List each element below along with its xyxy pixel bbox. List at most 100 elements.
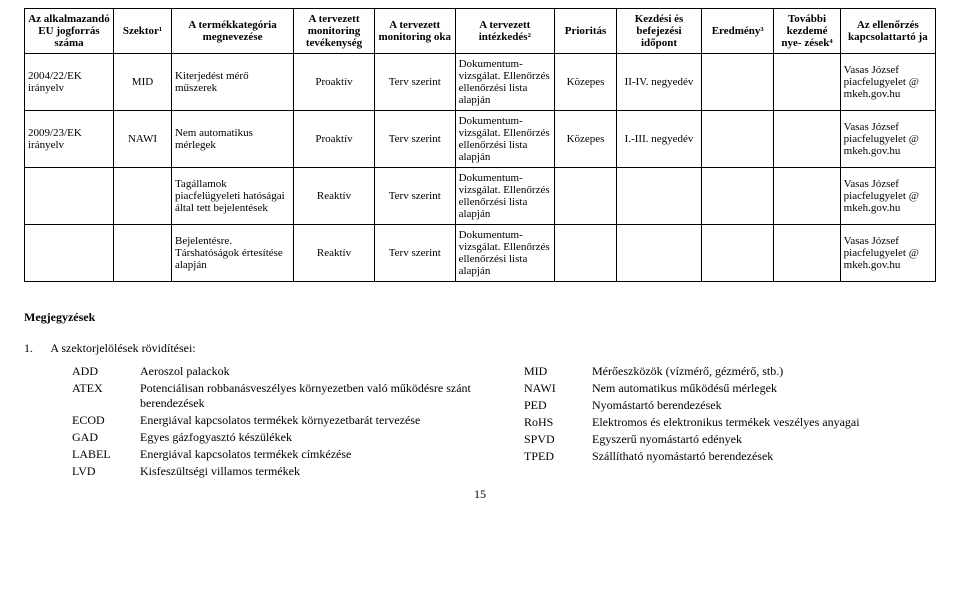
abbrev-code: LVD [72,464,128,479]
abbrev-code: RoHS [524,415,580,430]
abbrev-row: LVD Kisfeszültségi villamos termékek [72,464,484,479]
abbrev-row: PED Nyomástartó berendezések [524,398,936,413]
abbrev-code: LABEL [72,447,128,462]
table-cell: Terv szerint [374,225,455,282]
notes-intro: 1. A szektorjelölések rövidítései: [24,341,936,356]
table-cell: Kiterjedést mérő műszerek [171,54,293,111]
table-cell [554,168,616,225]
col-header: A tervezett monitoring tevékenység [294,9,375,54]
table-cell: I.-III. negyedév [617,111,702,168]
col-header: A termékkategória megnevezése [171,9,293,54]
table-cell [701,54,773,111]
abbrev-row: ADD Aeroszol palackok [72,364,484,379]
table-cell: Tagállamok piacfelügyeleti hatóságai ált… [171,168,293,225]
abbrev-desc: Mérőeszközök (vízmérő, gézmérő, stb.) [592,364,936,379]
table-cell [701,225,773,282]
abbrev-desc: Kisfeszültségi villamos termékek [140,464,484,479]
table-cell [701,168,773,225]
table-cell [617,168,702,225]
monitoring-table: Az alkalmazandó EU jogforrás számaSzekto… [24,8,936,282]
table-cell: Nem automatikus mérlegek [171,111,293,168]
table-cell [774,54,840,111]
table-cell: Dokumentum- vizsgálat. Ellenőrzés ellenő… [455,111,554,168]
table-row: 2009/23/EK irányelvNAWINem automatikus m… [25,111,936,168]
abbrev-row: ATEX Potenciálisan robbanásveszélyes körn… [72,381,484,411]
table-cell: Proaktív [294,111,375,168]
col-header: A tervezett intézkedés² [455,9,554,54]
table-header-row: Az alkalmazandó EU jogforrás számaSzekto… [25,9,936,54]
abbrev-desc: Nem automatikus működésű mérlegek [592,381,936,396]
table-row: 2004/22/EK irányelvMIDKiterjedést mérő m… [25,54,936,111]
notes-intro-text: A szektorjelölések rövidítései: [50,341,195,355]
abbrev-code: PED [524,398,580,413]
abbrev-row: SPVD Egyszerű nyomástartó edények [524,432,936,447]
col-header: A tervezett monitoring oka [374,9,455,54]
abbrev-col-right: MID Mérőeszközök (vízmérő, gézmérő, stb.)… [524,364,936,481]
abbrev-code: ECOD [72,413,128,428]
abbrev-row: MID Mérőeszközök (vízmérő, gézmérő, stb.) [524,364,936,379]
table-cell: Vasas József piacfelugyelet @ mkeh.gov.h… [840,54,935,111]
abbrev-columns: ADD Aeroszol palackok ATEX Potenciálisan ro… [72,364,936,481]
table-cell: II-IV. negyedév [617,54,702,111]
abbrev-code: ATEX [72,381,128,411]
abbrev-code: GAD [72,430,128,445]
table-cell: Bejelentésre. Társhatóságok értesítése a… [171,225,293,282]
table-cell: Dokumentum- vizsgálat. Ellenőrzés ellenő… [455,168,554,225]
table-cell [554,225,616,282]
table-cell: NAWI [114,111,172,168]
notes-heading: Megjegyzések [24,310,936,325]
table-cell: Dokumentum- vizsgálat. Ellenőrzés ellenő… [455,225,554,282]
abbrev-row: ECOD Energiával kapcsolatos termékek körn… [72,413,484,428]
abbrev-desc: Szállítható nyomástartó berendezések [592,449,936,464]
table-cell: Reaktív [294,168,375,225]
col-header: Eredmény³ [701,9,773,54]
abbrev-desc: Nyomástartó berendezések [592,398,936,413]
table-cell: MID [114,54,172,111]
abbrev-col-left: ADD Aeroszol palackok ATEX Potenciálisan ro… [72,364,484,481]
abbrev-row: TPED Szállítható nyomástartó berendezések [524,449,936,464]
table-cell: 2009/23/EK irányelv [25,111,114,168]
page-root: Az alkalmazandó EU jogforrás számaSzekto… [0,0,960,522]
page-number: 15 [24,487,936,502]
table-cell: Terv szerint [374,111,455,168]
abbrev-code: NAWI [524,381,580,396]
abbrev-row: RoHS Elektromos és elektronikus termékek … [524,415,936,430]
notes-intro-num: 1. [24,341,48,356]
table-cell [774,111,840,168]
col-header: Kezdési és befejezési időpont [617,9,702,54]
abbrev-desc: Aeroszol palackok [140,364,484,379]
col-header: További kezdemé nye- zések⁴ [774,9,840,54]
table-cell: Közepes [554,111,616,168]
table-row: Bejelentésre. Társhatóságok értesítése a… [25,225,936,282]
abbrev-desc: Energiával kapcsolatos termékek környeze… [140,413,484,428]
table-cell [25,225,114,282]
abbrev-row: GAD Egyes gázfogyasztó készülékek [72,430,484,445]
abbrev-desc: Energiával kapcsolatos termékek címkézés… [140,447,484,462]
table-cell [701,111,773,168]
col-header: Szektor¹ [114,9,172,54]
table-cell: Terv szerint [374,168,455,225]
table-cell [25,168,114,225]
abbrev-desc: Elektromos és elektronikus termékek vesz… [592,415,936,430]
table-cell [114,225,172,282]
abbrev-code: SPVD [524,432,580,447]
abbrev-desc: Egyszerű nyomástartó edények [592,432,936,447]
col-header: Prioritás [554,9,616,54]
abbrev-code: MID [524,364,580,379]
table-row: Tagállamok piacfelügyeleti hatóságai ált… [25,168,936,225]
abbrev-row: NAWI Nem automatikus működésű mérlegek [524,381,936,396]
abbrev-desc: Egyes gázfogyasztó készülékek [140,430,484,445]
table-cell [114,168,172,225]
table-cell: 2004/22/EK irányelv [25,54,114,111]
table-cell: Vasas József piacfelugyelet @ mkeh.gov.h… [840,225,935,282]
abbrev-desc: Potenciálisan robbanásveszélyes környeze… [140,381,484,411]
table-cell: Proaktív [294,54,375,111]
abbrev-code: TPED [524,449,580,464]
abbrev-code: ADD [72,364,128,379]
table-cell: Vasas József piacfelugyelet @ mkeh.gov.h… [840,168,935,225]
abbrev-row: LABEL Energiával kapcsolatos termékek cím… [72,447,484,462]
col-header: Az alkalmazandó EU jogforrás száma [25,9,114,54]
table-cell [774,168,840,225]
table-cell: Reaktív [294,225,375,282]
table-cell: Vasas József piacfelugyelet @ mkeh.gov.h… [840,111,935,168]
